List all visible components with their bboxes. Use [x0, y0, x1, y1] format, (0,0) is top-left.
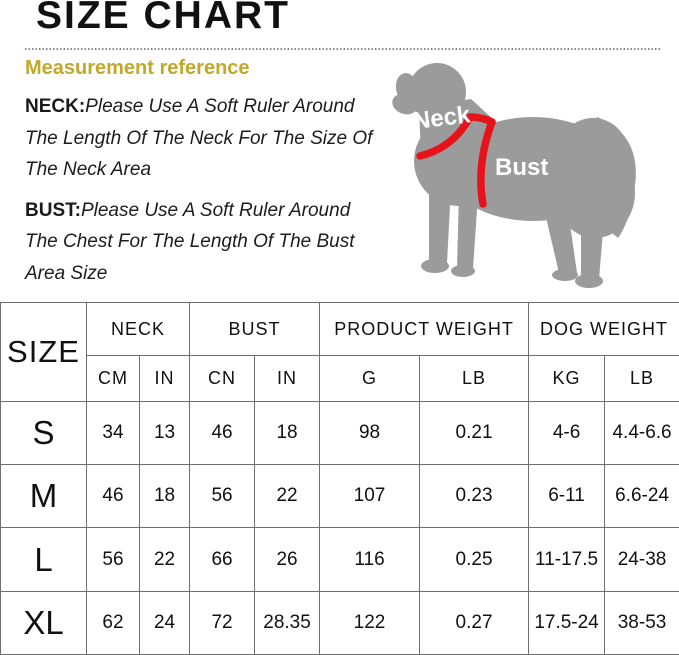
table-header-row-units: CM IN CN IN G LB KG LB: [1, 355, 679, 402]
size-cell: L: [0, 527, 87, 592]
table-cell: 56: [189, 464, 256, 529]
table-cell: 17.5-24: [528, 590, 606, 655]
table-cell: 0.21: [419, 400, 530, 466]
header-neck-cm: CM: [86, 355, 140, 402]
table-cell: 116: [319, 527, 421, 592]
table-cell: 4.4-6.6: [604, 400, 679, 466]
table-cell: 22: [138, 527, 191, 592]
header-bust-in: IN: [254, 355, 321, 402]
table-row-l: L 56 22 66 26 116 0.25 11-17.5 24-38: [0, 527, 679, 592]
neck-text-1: Please Use A Soft Ruler Around: [85, 96, 355, 117]
header-dog-kg: KG: [528, 355, 606, 402]
table-cell: 62: [86, 590, 140, 655]
header-bust-cn: CN: [189, 355, 256, 402]
bust-text-3: Area Size: [25, 262, 108, 284]
table-row-xl: XL 62 24 72 28.35 122 0.27 17.5-24 38-53: [0, 590, 679, 655]
table-cell: 18: [254, 400, 321, 466]
table-cell: 38-53: [604, 590, 679, 655]
header-weight-g: G: [319, 355, 421, 402]
table-cell: 24-38: [604, 527, 679, 592]
table-cell: 0.27: [419, 590, 530, 655]
size-cell: XL: [0, 590, 87, 655]
header-size: SIZE: [0, 302, 87, 402]
dotted-divider: [25, 48, 660, 50]
neck-text-2: The Length Of The Neck For The Size Of: [25, 127, 373, 149]
size-cell: S: [0, 400, 87, 466]
header-dog-weight-group: DOG WEIGHT: [528, 301, 679, 357]
header-weight-lb: LB: [419, 355, 530, 402]
neck-instruction: NECK:Please Use A Soft Ruler Around The …: [25, 91, 397, 186]
table-cell: 26: [254, 527, 321, 592]
table-header-row-groups: SIZE NECK BUST PRODUCT WEIGHT DOG WEIGHT: [0, 301, 679, 402]
table-cell: 46: [189, 400, 256, 466]
table-cell: 107: [319, 464, 421, 529]
table-cell: 72: [189, 590, 256, 655]
neck-strap-line: [416, 113, 474, 160]
header-neck-in: IN: [138, 355, 191, 402]
table-cell: 0.25: [419, 527, 530, 592]
size-cell: M: [0, 464, 87, 529]
table-cell: 28.35: [254, 590, 321, 655]
size-table: SIZE NECK BUST PRODUCT WEIGHT DOG WEIGHT…: [0, 301, 679, 655]
measurement-instructions: NECK:Please Use A Soft Ruler Around The …: [25, 91, 397, 298]
size-table-container: SIZE NECK BUST PRODUCT WEIGHT DOG WEIGHT…: [0, 301, 679, 655]
table-cell: 6.6-24: [604, 464, 679, 529]
table-cell: 46: [86, 464, 140, 529]
table-cell: 34: [86, 400, 140, 466]
table-row-m: M 46 18 56 22 107 0.23 6-11 6.6-24: [0, 464, 679, 529]
table-cell: 18: [138, 464, 191, 529]
table-cell: 66: [189, 527, 256, 592]
harness-straps: [416, 113, 496, 208]
bust-diagram-label: Bust: [495, 154, 548, 181]
table-cell: 0.23: [419, 464, 530, 529]
table-row-s: S 34 13 46 18 98 0.21 4-6 4.4-6.6: [0, 400, 679, 466]
bust-instruction: BUST:Please Use A Soft Ruler Around The …: [25, 195, 397, 290]
header-neck-group: NECK: [85, 301, 191, 357]
table-cell: 98: [319, 400, 421, 466]
bust-strap-line: [477, 118, 496, 208]
neck-label: NECK:: [25, 96, 86, 117]
neck-instruction-line-1: NECK:Please Use A Soft Ruler Around: [25, 91, 397, 123]
table-cell: 4-6: [528, 400, 606, 466]
bust-instruction-line-1: BUST:Please Use A Soft Ruler Around: [25, 195, 397, 227]
header-product-weight-group: PRODUCT WEIGHT: [319, 301, 530, 357]
table-cell: 6-11: [528, 464, 606, 529]
dog-silhouette-svg: Neck Bust: [392, 63, 636, 288]
table-cell: 122: [319, 590, 421, 655]
header-bust-group: BUST: [189, 301, 321, 357]
measurement-heading: Measurement reference: [25, 57, 250, 79]
table-cell: 13: [138, 400, 191, 466]
table-cell: 22: [254, 464, 321, 529]
bust-text-1: Please Use A Soft Ruler Around: [80, 199, 351, 221]
neck-text-3: The Neck Area: [25, 159, 152, 180]
header-dog-lb: LB: [604, 355, 679, 402]
page-title: SIZE CHART: [36, 0, 290, 37]
table-cell: 11-17.5: [528, 527, 606, 592]
table-cell: 24: [138, 590, 191, 655]
table-cell: 56: [86, 527, 140, 592]
dog-measurement-diagram: Neck Bust: [383, 55, 665, 295]
bust-label: BUST:: [25, 199, 81, 221]
bust-text-2: The Chest For The Length Of The Bust: [25, 231, 355, 252]
